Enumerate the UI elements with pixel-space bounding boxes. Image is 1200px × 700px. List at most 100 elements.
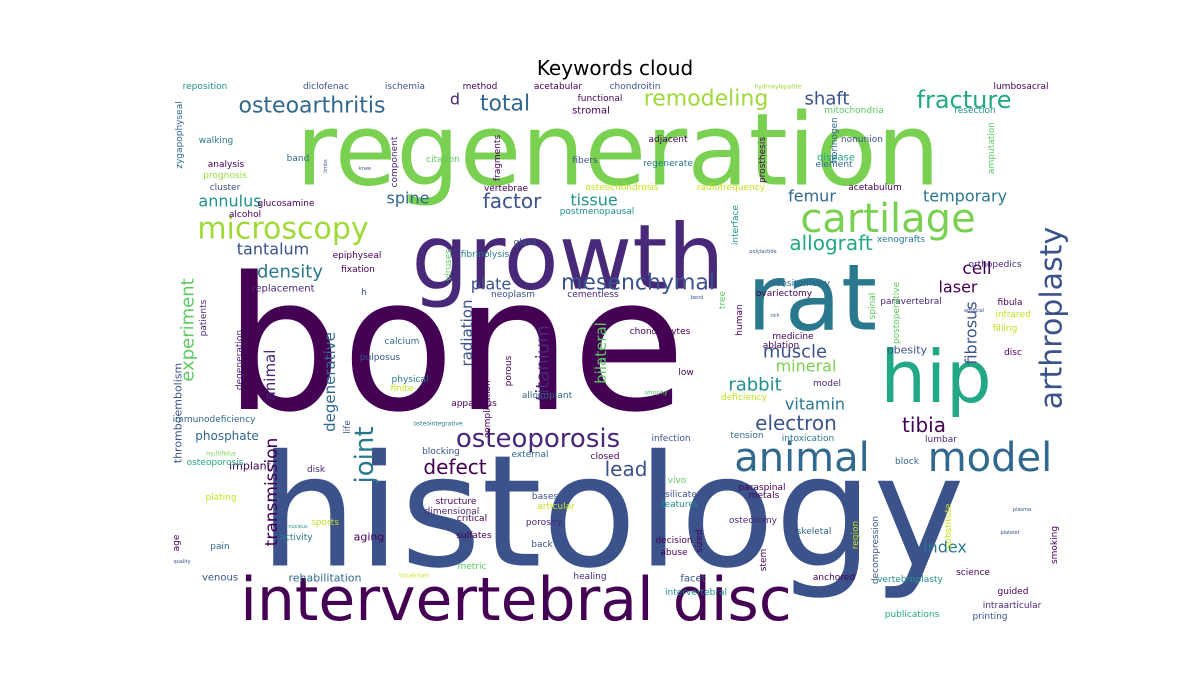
word-cluster: cluster bbox=[210, 183, 241, 193]
word-silicate: silicate bbox=[665, 490, 697, 500]
word-lumbar: lumbar bbox=[925, 435, 957, 445]
word-index: index bbox=[923, 538, 967, 557]
word-facet: facet bbox=[680, 574, 705, 585]
word-replacement: replacement bbox=[251, 284, 314, 295]
word-mitochondria: mitochondria bbox=[824, 106, 884, 116]
word-intoxication: intoxication bbox=[782, 434, 835, 444]
word-functional: functional bbox=[578, 94, 623, 104]
word-healing: healing bbox=[573, 572, 606, 582]
word-osteochondrosis: osteochondrosis bbox=[585, 183, 659, 193]
word-knee: knee bbox=[359, 166, 371, 172]
word-xenografts: xenografts bbox=[877, 235, 925, 245]
word-external: external bbox=[511, 450, 548, 460]
word-region: region bbox=[851, 521, 861, 549]
word-glucosamine: glucosamine bbox=[257, 199, 315, 209]
word-titanium: titanium bbox=[533, 325, 554, 401]
word-plate: plate bbox=[471, 275, 512, 294]
word-complication: complication bbox=[483, 380, 493, 438]
word-fibrinogen: fibrinogen bbox=[830, 117, 840, 163]
word-science: science bbox=[956, 568, 990, 578]
word-growth: growth bbox=[411, 206, 724, 311]
word-acetabulum: acetabulum bbox=[848, 183, 901, 193]
word-vitamin: vitamin bbox=[785, 395, 845, 414]
word-disc: disc bbox=[1004, 348, 1022, 358]
word-paravertebral: paravertebral bbox=[880, 297, 942, 307]
word-radiofrequency: radiofrequency bbox=[697, 183, 766, 193]
word-element: element bbox=[815, 160, 853, 170]
word-factor: factor bbox=[483, 189, 542, 213]
word-spine: spine bbox=[387, 189, 430, 208]
word-joint: joint bbox=[350, 426, 380, 484]
word-temporary: temporary bbox=[923, 187, 1007, 206]
word-filling: filling bbox=[993, 324, 1018, 334]
word-neoplasm: neoplasm bbox=[491, 290, 535, 300]
word-multifidus: multifidus bbox=[206, 451, 236, 458]
word-bend: bend bbox=[691, 295, 704, 301]
word-quality: quality bbox=[173, 559, 190, 565]
word-guided: guided bbox=[998, 587, 1029, 597]
word-hydroxylapatite: hydroxylapatite bbox=[755, 84, 802, 91]
word-postoperative: postoperative bbox=[892, 281, 902, 344]
word-rich: rich bbox=[770, 313, 779, 319]
word-mineral: mineral bbox=[776, 357, 837, 376]
word-metric: metric bbox=[458, 562, 487, 572]
word-disk: disk bbox=[307, 465, 326, 475]
word-human: human bbox=[735, 304, 745, 335]
word-acetabular: acetabular bbox=[534, 82, 582, 92]
word-tension: tension bbox=[730, 431, 763, 441]
word-tissue: tissue bbox=[570, 191, 617, 210]
word-structure: structure bbox=[436, 497, 477, 507]
word-smoking: smoking bbox=[1050, 526, 1060, 564]
word-age: age bbox=[172, 534, 182, 551]
word-diclofenac: diclofenac bbox=[303, 82, 349, 92]
word-immunodeficiency: immunodeficiency bbox=[173, 415, 257, 425]
word-shaft: shaft bbox=[805, 89, 850, 110]
word-sulfates: sulfates bbox=[456, 531, 492, 541]
word-fixation: fixation bbox=[341, 265, 375, 275]
word-annulus: annulus bbox=[198, 192, 261, 211]
word-vertebroplasty: vertebroplasty bbox=[877, 575, 943, 585]
word-ablation: ablation bbox=[763, 341, 799, 351]
word-sized: sized bbox=[695, 529, 705, 552]
word-stem: stem bbox=[759, 549, 769, 572]
word-glass: glass bbox=[513, 238, 536, 248]
word-electron: electron bbox=[755, 411, 837, 435]
word-patients: patients bbox=[199, 299, 209, 336]
word-allograft: allograft bbox=[789, 231, 872, 255]
word-remodeling: remodeling bbox=[644, 87, 769, 112]
word-obesity: obesity bbox=[887, 344, 928, 357]
word-atrophy: atrophy bbox=[644, 390, 668, 397]
word-plasma: plasma bbox=[1013, 507, 1031, 513]
word-epiphyseal: epiphyseal bbox=[333, 251, 382, 261]
word-calcium: calcium bbox=[385, 337, 420, 347]
word-osteoporosis: osteoporosis bbox=[456, 424, 620, 454]
word-block: block bbox=[895, 457, 920, 467]
word-osteoporosis: osteoporosis bbox=[187, 458, 244, 468]
word-density: density bbox=[257, 262, 323, 283]
word-aging: aging bbox=[354, 531, 385, 544]
word-prosthesis: prosthesis bbox=[758, 137, 768, 183]
word-femur: femur bbox=[788, 187, 836, 206]
word-substitute: substitute bbox=[944, 503, 954, 549]
word-lumbosacral: lumbosacral bbox=[993, 82, 1048, 92]
chart-title: Keywords cloud bbox=[536, 56, 694, 80]
word-bilateral: bilateral bbox=[592, 322, 610, 384]
word-animal: animal bbox=[734, 435, 870, 481]
word-model: model bbox=[928, 435, 1053, 481]
word-deficiency: deficiency bbox=[721, 393, 768, 403]
word-phosphate: phosphate bbox=[195, 429, 258, 443]
word-dimensional: dimensional bbox=[425, 507, 480, 517]
word-pulposus: pulposus bbox=[360, 353, 401, 363]
word-osteotomy: osteotomy bbox=[729, 516, 778, 526]
word-adjacent: adjacent bbox=[649, 135, 688, 145]
word-porous: porous bbox=[504, 355, 514, 386]
word-intraarticular: intraarticular bbox=[983, 601, 1042, 611]
word-regeneration: regeneration bbox=[296, 92, 940, 209]
word-zygapophyseal: zygapophyseal bbox=[175, 101, 185, 168]
word-transmission: transmission bbox=[262, 438, 282, 547]
word-laser: laser bbox=[938, 278, 977, 297]
word-d: d bbox=[450, 90, 460, 109]
word-tantalum: tantalum bbox=[237, 240, 309, 259]
word-fracture: fracture bbox=[917, 86, 1012, 114]
word-amputation: amputation bbox=[987, 122, 997, 174]
